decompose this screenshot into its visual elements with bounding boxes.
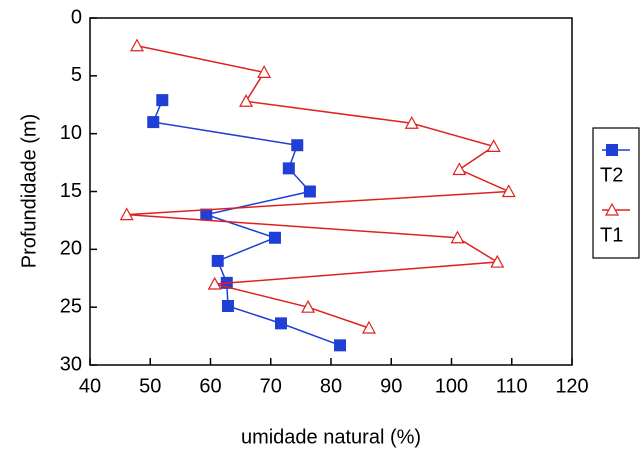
x-tick-label: 80: [320, 375, 342, 397]
marker: [239, 94, 254, 107]
marker: [200, 208, 213, 221]
x-tick-label: 50: [139, 375, 161, 397]
legend-marker: [606, 144, 618, 156]
y-axis-label: Profundidade (m): [18, 114, 40, 269]
y-tick-label: 20: [60, 238, 82, 260]
y-tick-label: 0: [71, 6, 82, 28]
marker: [303, 185, 316, 198]
series-line: [152, 99, 341, 347]
legend-label: T1: [600, 224, 623, 246]
marker: [404, 116, 419, 129]
marker: [119, 207, 134, 221]
marker: [156, 94, 169, 107]
marker: [486, 139, 501, 152]
legend-label: T2: [600, 164, 623, 186]
marker: [291, 139, 304, 152]
marker: [334, 339, 347, 352]
series-line: [126, 45, 510, 329]
marker: [282, 162, 295, 175]
x-tick-label: 110: [496, 375, 528, 397]
marker: [490, 254, 505, 268]
marker: [221, 300, 234, 313]
x-tick-label: 100: [435, 375, 468, 397]
marker: [452, 162, 467, 176]
marker: [274, 317, 287, 330]
y-tick-label: 30: [60, 353, 82, 375]
y-tick-label: 5: [71, 64, 82, 86]
x-tick-label: 90: [380, 375, 402, 397]
legend-marker: [604, 202, 620, 216]
y-tick-label: 15: [60, 180, 82, 202]
marker: [361, 320, 376, 334]
marker: [501, 184, 516, 198]
marker: [129, 38, 145, 52]
marker: [211, 254, 224, 267]
y-tick-label: 10: [60, 122, 82, 144]
y-tick-label: 25: [60, 295, 82, 317]
marker: [147, 116, 160, 129]
marker: [301, 299, 316, 313]
x-tick-label: 120: [555, 375, 588, 397]
marker: [450, 230, 465, 244]
marker: [207, 276, 222, 290]
marker: [268, 231, 281, 244]
x-axis-label: umidade natural (%): [241, 426, 421, 448]
marker: [257, 65, 272, 78]
x-tick-label: 40: [79, 375, 101, 397]
x-tick-label: 70: [260, 375, 282, 397]
x-tick-label: 60: [199, 375, 221, 397]
